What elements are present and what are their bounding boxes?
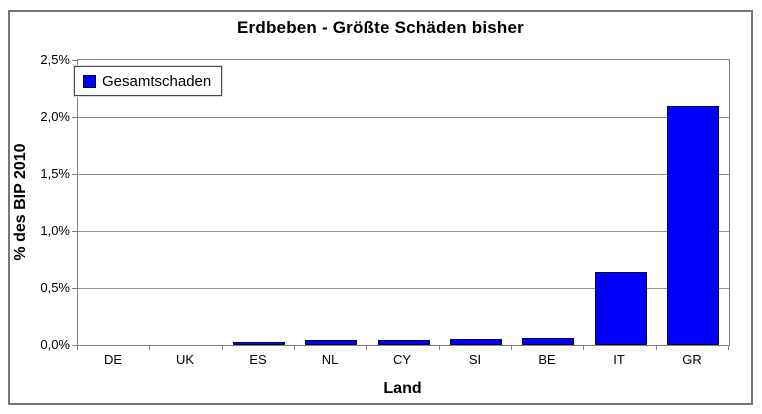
gridline: [78, 174, 729, 175]
chart-title: Erdbeben - Größte Schäden bisher: [237, 18, 524, 37]
y-axis-tick: [72, 231, 77, 232]
y-axis-tick: [72, 174, 77, 175]
y-axis-tick: [72, 60, 77, 61]
x-category-label-cy: CY: [392, 352, 412, 367]
bar-nl: [305, 340, 357, 345]
bar-gr: [667, 106, 719, 345]
x-axis-tick: [294, 346, 295, 350]
bar-be: [522, 338, 574, 345]
bar-it: [595, 272, 647, 345]
x-axis-tick: [77, 346, 78, 350]
x-axis-tick: [366, 346, 367, 350]
x-category-label-si: SI: [468, 352, 482, 367]
chart-frame: Erdbeben - Größte Schäden bisher Gesamts…: [8, 10, 753, 405]
x-axis-tick: [656, 346, 657, 350]
x-axis-tick: [728, 346, 729, 350]
x-category-label-it: IT: [613, 352, 625, 367]
x-category-label-uk: UK: [175, 352, 195, 367]
x-category-label-gr: GR: [682, 352, 702, 367]
bar-si: [450, 339, 502, 345]
y-axis-tick-label: 1,0%: [40, 223, 70, 238]
gridline: [78, 288, 729, 289]
x-category-label-nl: NL: [321, 352, 339, 367]
y-axis-title: % des BIP 2010: [12, 143, 29, 261]
y-axis-tick: [72, 345, 77, 346]
x-axis-tick: [439, 346, 440, 350]
y-axis-tick-label: 0,0%: [40, 337, 70, 352]
x-axis-tick: [222, 346, 223, 350]
y-axis-tick: [72, 117, 77, 118]
y-axis-tick-label: 2,5%: [40, 52, 70, 67]
plot-area: [77, 59, 730, 346]
y-axis-tick: [72, 288, 77, 289]
gridline: [78, 231, 729, 232]
bar-es: [233, 342, 285, 345]
y-axis-tick-label: 2,0%: [40, 109, 70, 124]
gridline: [78, 117, 729, 118]
x-axis-tick: [583, 346, 584, 350]
x-axis-title: Land: [383, 380, 422, 397]
x-axis-tick: [149, 346, 150, 350]
y-axis-tick-label: 1,5%: [40, 166, 70, 181]
legend-series-label: Gesamtschaden: [102, 72, 212, 90]
x-category-label-be: BE: [538, 352, 556, 367]
x-category-label-de: DE: [103, 352, 123, 367]
legend: Gesamtschaden: [74, 66, 223, 96]
x-axis-tick: [511, 346, 512, 350]
bar-cy: [378, 340, 430, 345]
x-category-label-es: ES: [249, 352, 267, 367]
legend-swatch-icon: [83, 74, 96, 88]
y-axis-tick-label: 0,5%: [40, 280, 70, 295]
